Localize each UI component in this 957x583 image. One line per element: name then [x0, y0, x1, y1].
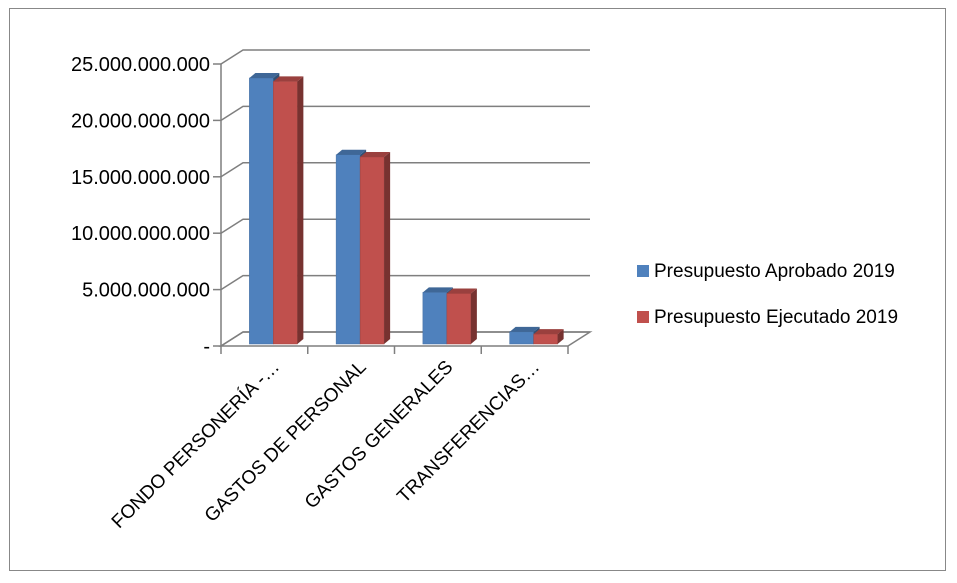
x-tick-label: FONDO PERSONERÍA -…: [108, 357, 284, 533]
bar-front-face: [422, 292, 448, 345]
bar-aprobado: [509, 326, 540, 345]
bar-side-face: [557, 329, 564, 344]
legend-label: Presupuesto Aprobado 2019: [654, 261, 895, 282]
legend: Presupuesto Aprobado 2019 Presupuesto Eje…: [637, 261, 898, 328]
y-tick-label: 15.000.000.000: [71, 167, 210, 189]
gridline: [220, 274, 590, 291]
axes: - 5.000.000.000 10.000.000.000 15.000.000.0…: [71, 54, 569, 533]
legend-label: Presupuesto Ejecutado 2019: [654, 307, 898, 328]
legend-swatch: [637, 265, 649, 277]
y-tick-label: 25.000.000.000: [71, 54, 210, 76]
legend-swatch: [637, 311, 649, 323]
bar-front-face: [509, 331, 534, 345]
x-tick-label: GASTOS GENERALES: [301, 357, 457, 513]
bar-side-face: [470, 288, 477, 344]
y-tick-label: -: [203, 336, 210, 358]
bars: [249, 73, 564, 345]
gridline: [220, 162, 590, 178]
bar-chart: - 5.000.000.000 10.000.000.000 15.000.000.0…: [71, 49, 898, 533]
bar-top-face: [273, 76, 304, 82]
bar-top-face: [509, 326, 540, 332]
bar-front-face: [533, 333, 558, 345]
bar-top-face: [446, 288, 477, 294]
bar-ejecutado: [359, 151, 391, 345]
bar-ejecutado: [273, 76, 304, 345]
side-wall: [221, 50, 243, 346]
bar-front-face: [249, 77, 274, 345]
gridline: [220, 218, 590, 234]
x-tick-label: TRANSFERENCIAS…: [393, 357, 544, 508]
bar-ejecutado: [446, 288, 477, 345]
bar-front-face: [335, 154, 361, 345]
gridline: [220, 105, 590, 122]
bar-top-face: [533, 329, 564, 335]
bar-front-face: [273, 81, 298, 345]
chart-walls: [218, 50, 593, 347]
bar-front-face: [446, 293, 472, 345]
bar-top-face: [360, 151, 391, 157]
gridline: [220, 49, 590, 65]
bar-top-face: [422, 287, 453, 293]
bar-top-face: [249, 73, 280, 79]
y-tick-label: 10.000.000.000: [71, 223, 210, 245]
bar-side-face: [384, 151, 391, 344]
x-tick-label: GASTOS DE PERSONAL: [201, 357, 371, 527]
bar-front-face: [359, 156, 385, 345]
bar-ejecutado: [533, 329, 564, 345]
y-tick-label: 20.000.000.000: [71, 110, 210, 132]
y-tick-label: 5.000.000.000: [82, 280, 210, 302]
bar-side-face: [297, 76, 304, 345]
bar-top-face: [336, 149, 367, 155]
chart-frame: - 5.000.000.000 10.000.000.000 15.000.000.0…: [9, 8, 946, 571]
